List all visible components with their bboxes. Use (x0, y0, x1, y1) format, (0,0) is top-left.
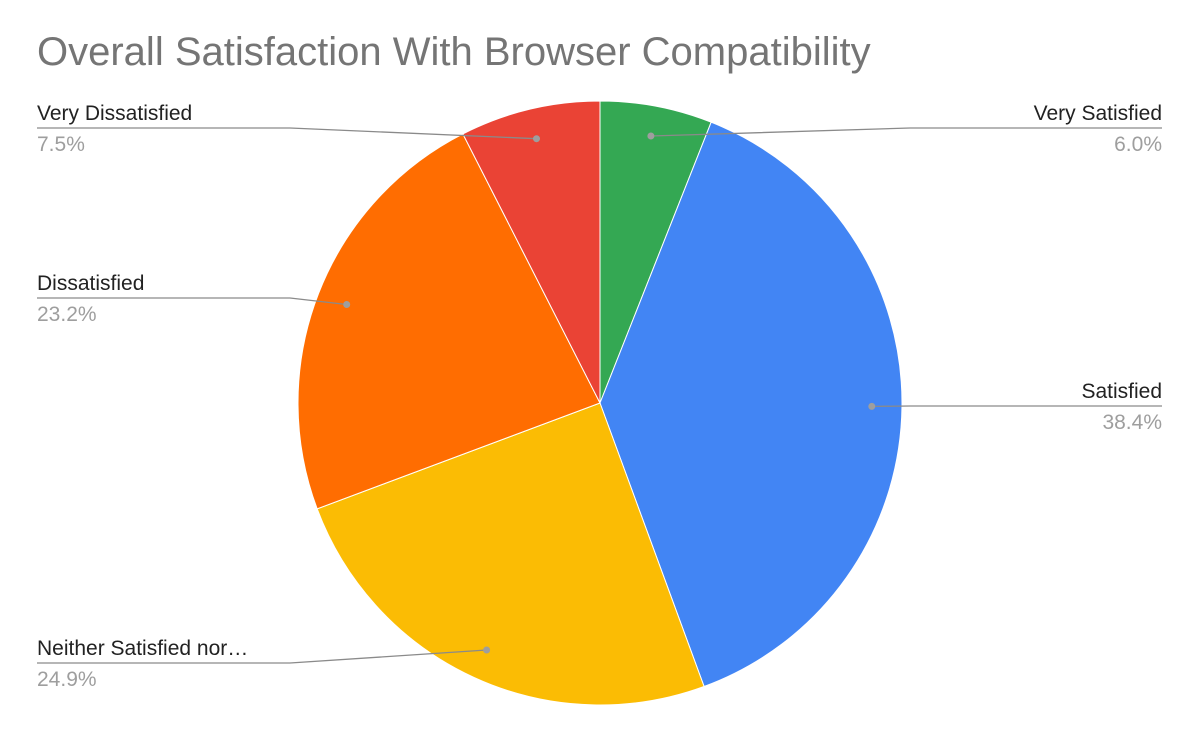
leader-line-dissatisfied (37, 297, 347, 306)
slice-label-very-satisfied: Very Satisfied (1034, 102, 1162, 125)
leader-dot-satisfied (868, 402, 876, 410)
slice-value-very-satisfied: 6.0% (1114, 133, 1162, 156)
slice-label-neither-satisfied-nor: Neither Satisfied nor… (37, 637, 248, 660)
slice-value-satisfied: 38.4% (1102, 411, 1162, 434)
slice-value-dissatisfied: 23.2% (37, 303, 97, 326)
pie-slice-satisfied (599, 121, 903, 688)
pie-slice-dissatisfied (297, 133, 601, 510)
leader-dot-very-dissatisfied (533, 135, 540, 143)
leader-line-neither-satisfied-nor (37, 649, 487, 664)
chart-title: Overall Satisfaction With Browser Compat… (37, 30, 871, 74)
pie-labels: Very Satisfied 6.0% Satisfied 38.4% Neither … (37, 102, 1162, 691)
slice-value-neither-satisfied-nor: 24.9% (37, 668, 97, 691)
leader-dot-very-satisfied (647, 132, 655, 140)
leader-dot-neither-satisfied-nor (483, 646, 491, 654)
leader-line-very-satisfied (650, 127, 1162, 137)
pie-slice-very-dissatisfied (462, 100, 601, 404)
slice-label-dissatisfied: Dissatisfied (37, 272, 144, 295)
leader-dot-dissatisfied (343, 301, 351, 308)
slice-label-very-dissatisfied: Very Dissatisfied (37, 102, 192, 125)
pie-slices (297, 100, 903, 706)
pie-slice-neither-satisfied-nor (316, 402, 705, 706)
slice-label-satisfied: Satisfied (1081, 380, 1162, 403)
leader-line-very-dissatisfied (37, 127, 537, 140)
slice-value-very-dissatisfied: 7.5% (37, 133, 85, 156)
